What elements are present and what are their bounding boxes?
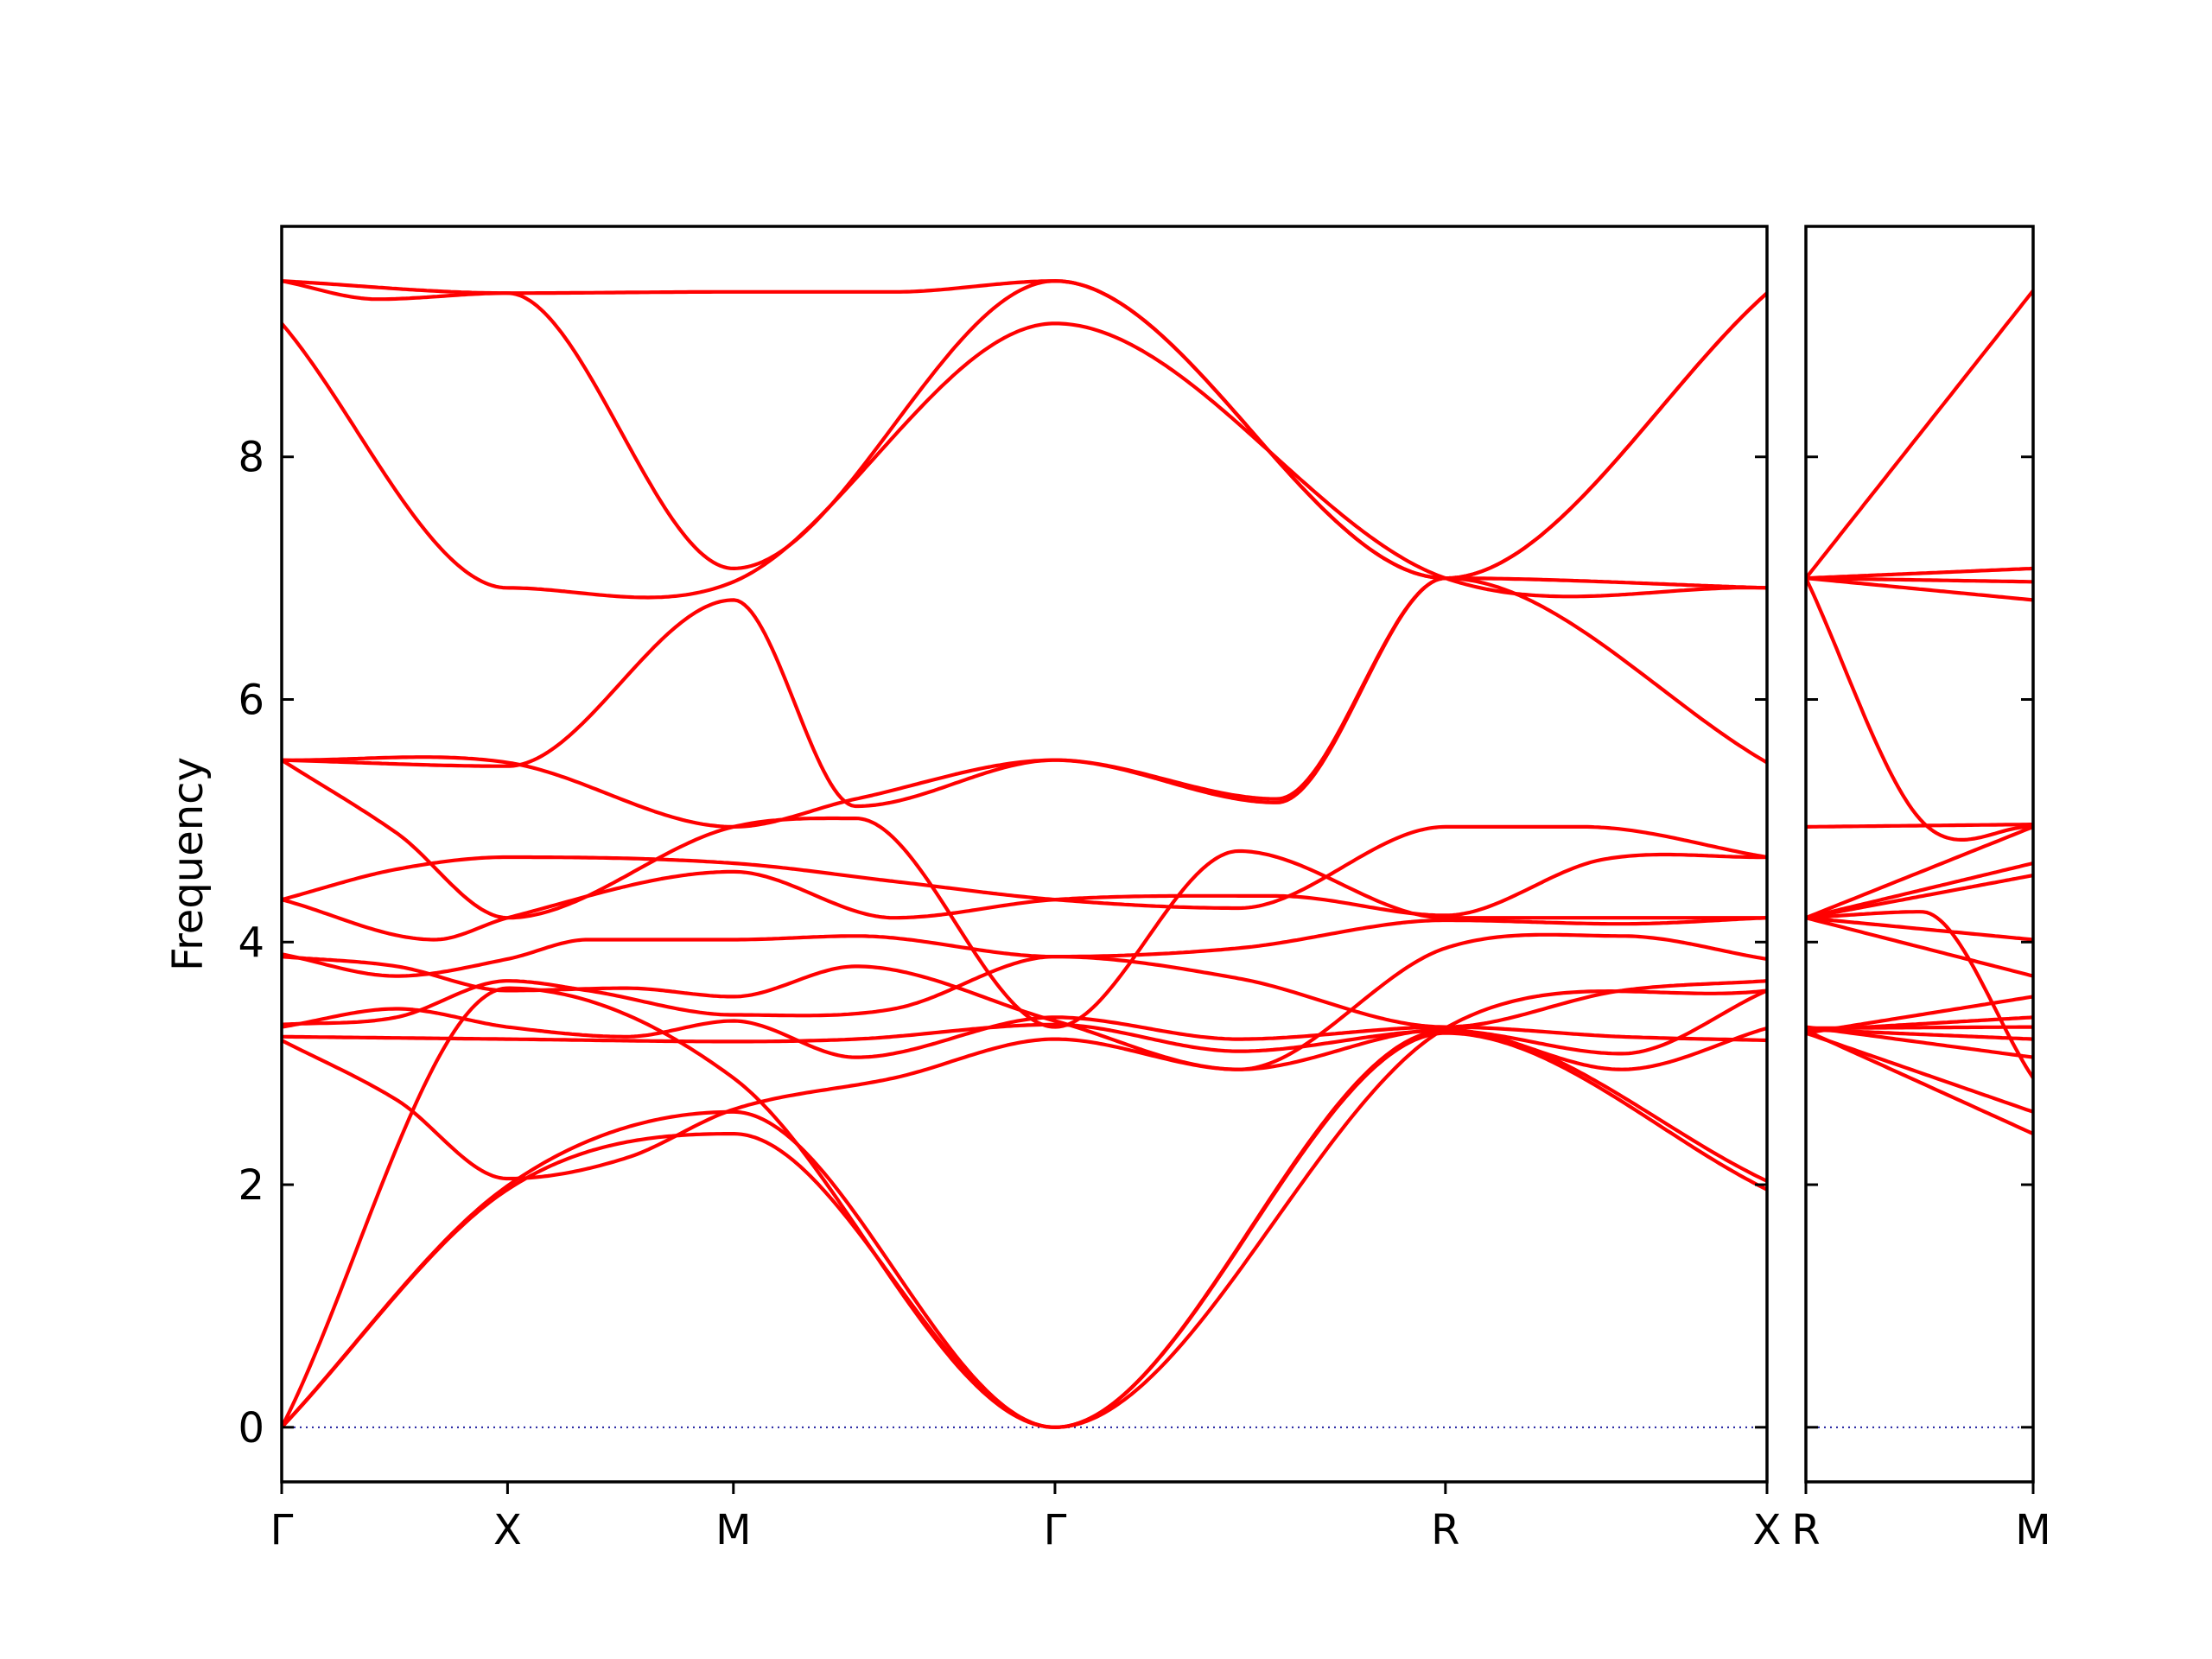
band-line-9 [1806,874,2033,920]
x-tick-label-5: R [1431,1506,1459,1554]
band-line-17 [1806,1025,2033,1059]
band-line-12 [1806,916,2033,978]
panel-1: 0 2 4 6 8 Γ X M Γ R X [238,225,1782,1554]
band-line-12 [282,758,1767,1029]
x-tick-label-6: X [1753,1506,1782,1554]
x-tick-label-3: M [715,1506,751,1554]
band-line-2 [1806,566,2033,581]
x-tick-label-2: M [2015,1506,2050,1554]
band-line-1 [282,1031,1767,1429]
y-tick-label: 4 [238,918,264,967]
band-line-10 [282,852,1767,942]
y-tick-label: 2 [238,1161,264,1210]
band-line-17 [282,279,1767,581]
band-line-5 [1806,576,2033,842]
band-line-11 [282,824,1767,911]
band-line-9 [282,916,1767,978]
x-tick-label-4: Γ [1044,1506,1067,1554]
band-line-13 [282,576,1767,829]
band-line-10 [1806,916,2033,942]
band-lines [282,279,1767,1429]
band-line-8 [1806,861,2033,920]
panel-frame [1804,225,2035,1484]
band-line-15 [282,321,1767,600]
band-line-7 [1806,824,2033,920]
band-line-11 [1806,910,2033,1080]
y-axis-label: Frequency [164,757,213,971]
band-line-6 [282,1007,1767,1059]
band-line-4 [1806,576,2033,602]
panel-frame [280,225,1769,1484]
y-tick-label: 8 [238,434,264,482]
band-line-4 [282,1026,1767,1181]
y-tick-label: 6 [238,677,264,725]
y-tick-label: 0 [238,1404,264,1452]
band-line-6 [1806,823,2033,829]
band-line-1 [1806,289,2033,581]
x-tick-label-1: R [1791,1506,1820,1554]
band-line-2 [282,1028,1767,1429]
band-line-15 [1806,1025,2033,1031]
band-line-5 [282,988,1767,1056]
band-lines [1806,289,2033,1136]
band-line-7 [282,955,1767,1029]
band-line-19 [1806,1028,2033,1136]
band-line-3 [1806,576,2033,584]
x-tick-label-1: Γ [270,1506,294,1554]
band-line-14 [282,576,1767,809]
x-tick-label-2: X [493,1506,522,1554]
